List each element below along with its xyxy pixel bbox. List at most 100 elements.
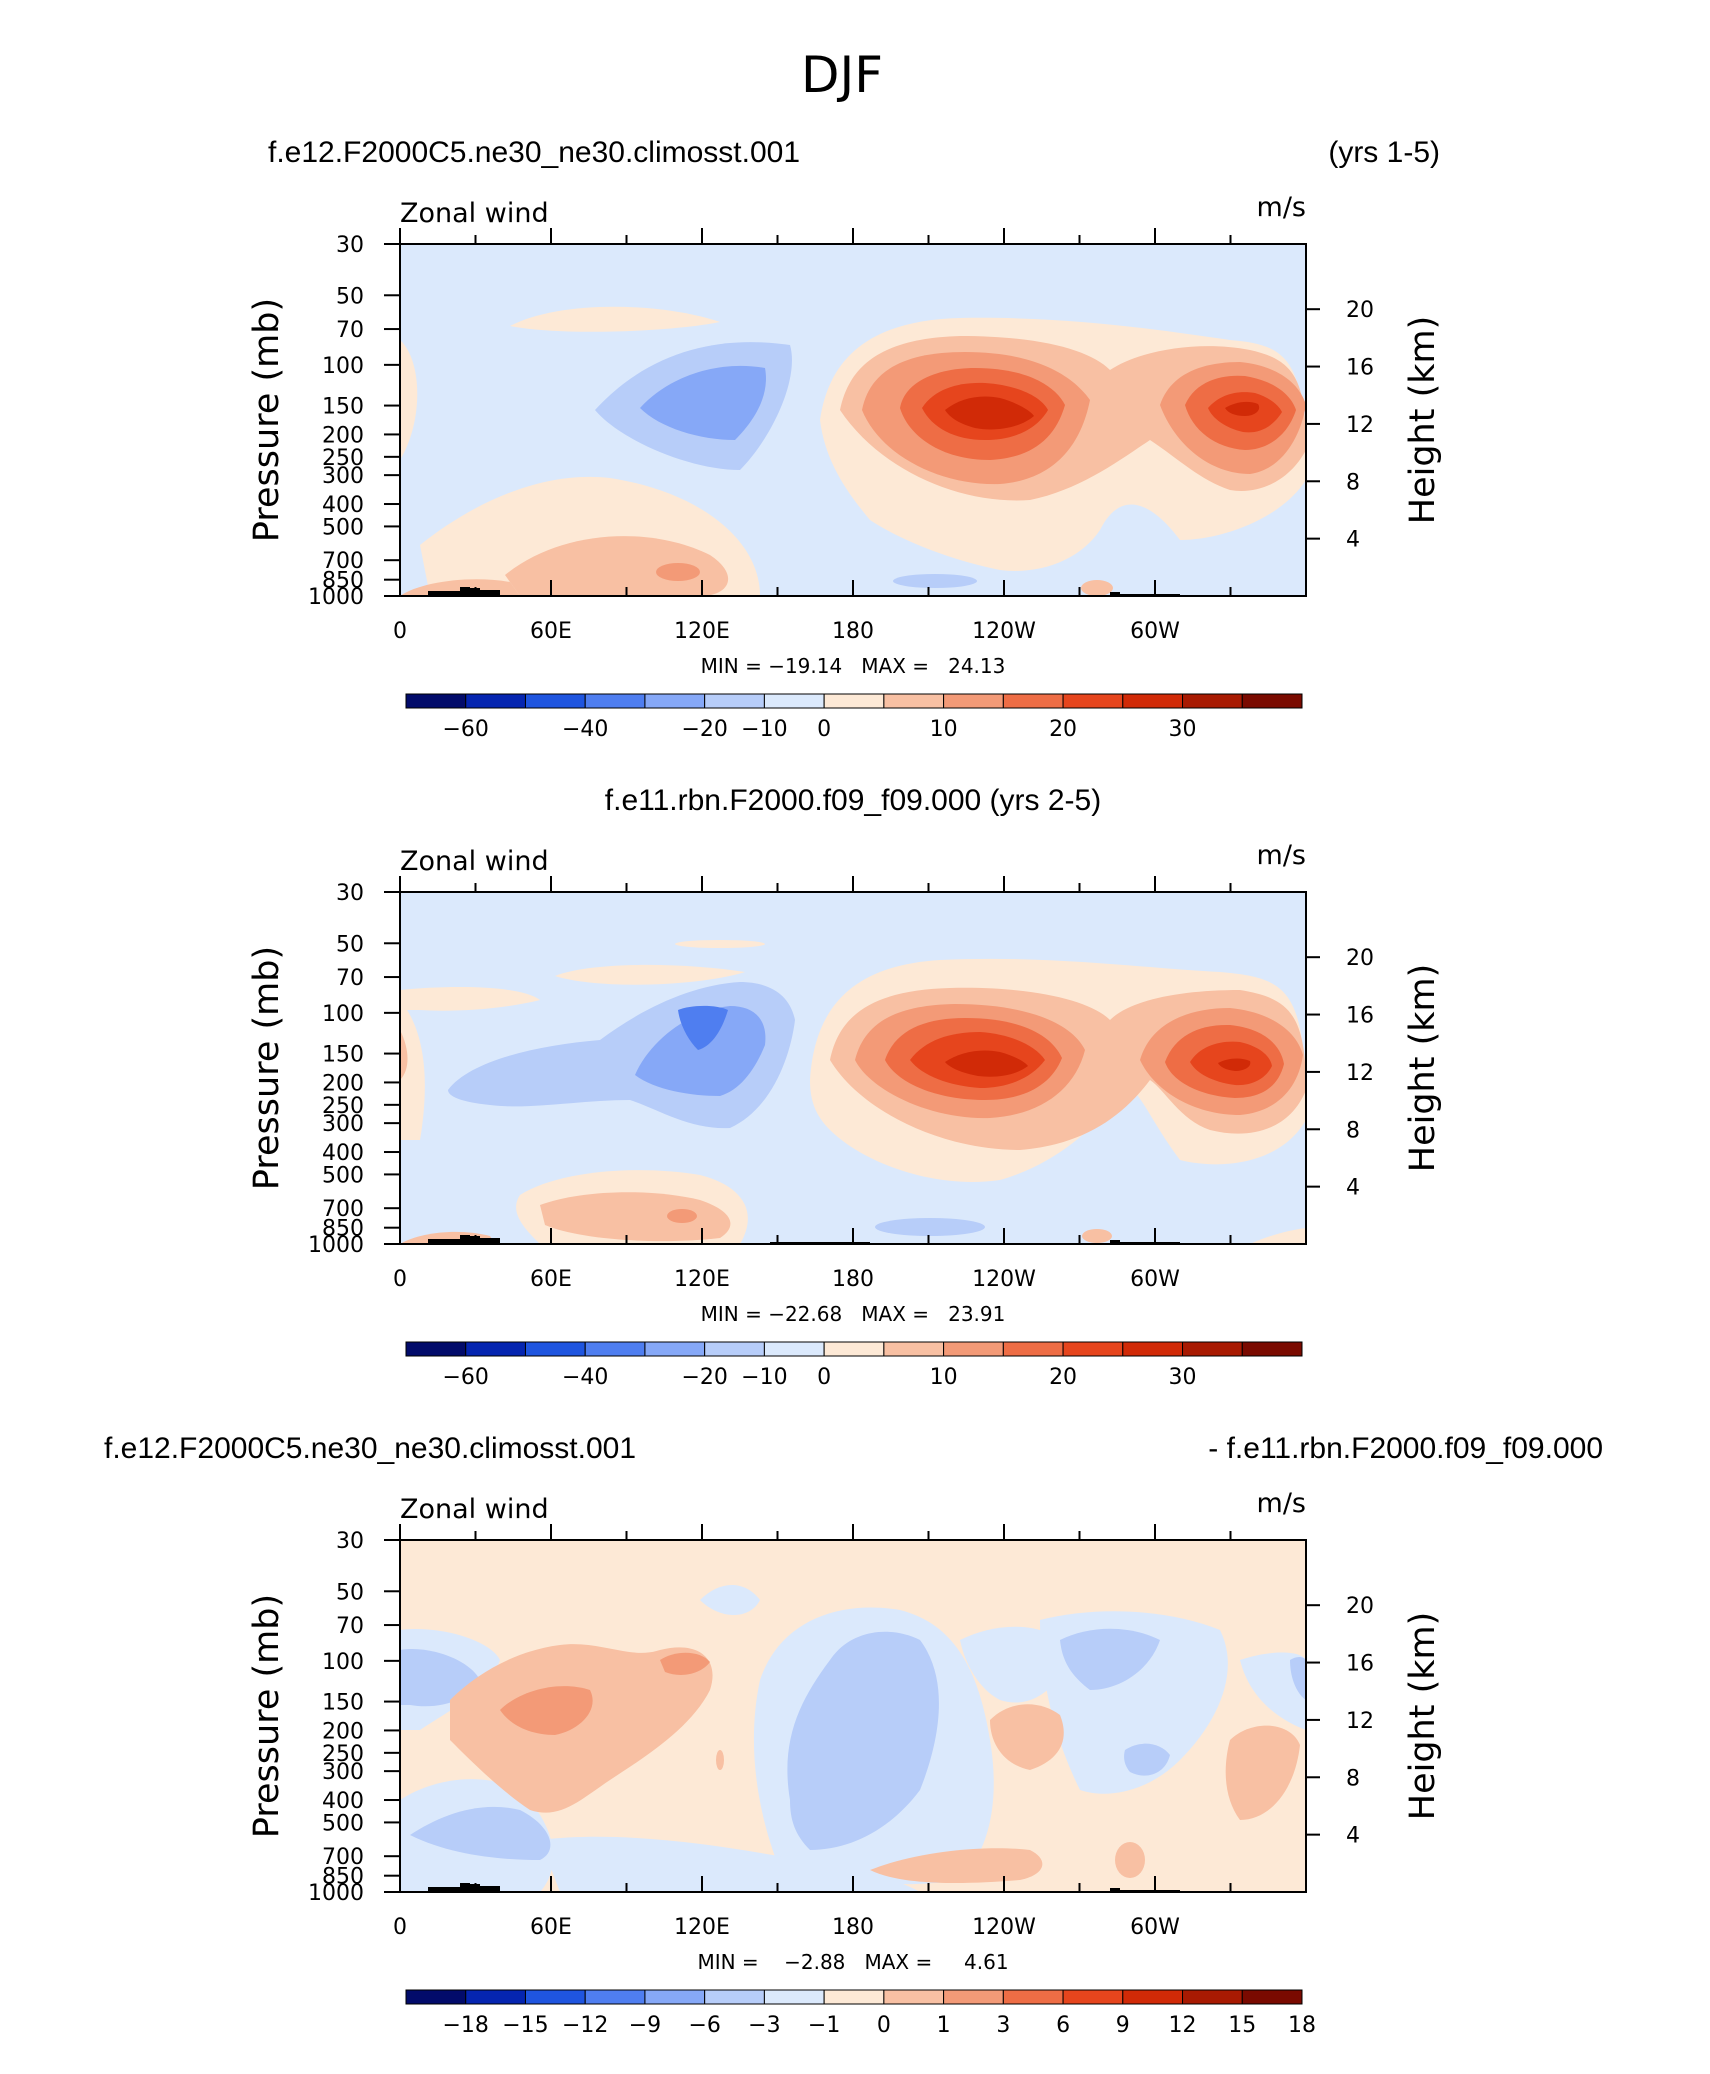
colorbar-swatch (1182, 693, 1243, 709)
colorbar-label: 30 (1169, 717, 1197, 742)
colorbar-swatch (704, 693, 765, 709)
x-tick-label: 0 (393, 1267, 407, 1292)
colorbar-swatch (405, 693, 467, 709)
colorbar-swatch (823, 1341, 885, 1357)
height-tick-label: 8 (1346, 470, 1360, 495)
y-tick-label: 500 (322, 515, 364, 540)
y-tick-label: 100 (322, 1650, 364, 1675)
y-tick-label: 30 (336, 881, 364, 906)
colorbar-label: −3 (748, 2013, 780, 2038)
y-tick-label: 1000 (308, 1881, 364, 1906)
colorbar-swatch (1241, 693, 1303, 709)
colorbar-swatch (943, 1989, 1004, 2005)
colorbar-swatch (1062, 1989, 1124, 2005)
colorbar-swatch (405, 1989, 467, 2005)
colorbar-label: −40 (562, 1365, 608, 1390)
y-tick-label: 30 (336, 1529, 364, 1554)
colorbar-swatch (1122, 693, 1184, 709)
colorbar-label: −10 (741, 717, 787, 742)
colorbar-swatch (1182, 1341, 1243, 1357)
colorbar-swatch (823, 1989, 885, 2005)
colorbar-label: −1 (808, 2013, 840, 2038)
colorbar-label: 0 (877, 2013, 891, 2038)
colorbar-label: 20 (1049, 717, 1077, 742)
colorbar-swatch (584, 693, 646, 709)
height-tick-label: 4 (1346, 1176, 1360, 1201)
panel-2-ylabel: Pressure (mb) (247, 946, 287, 1190)
colorbar-swatch (763, 693, 825, 709)
panel-2-title: f.e11.rbn.F2000.f09_f09.000 (yrs 2-5) (605, 784, 1101, 817)
x-tick-label: 180 (832, 619, 874, 644)
colorbar-label: 12 (1169, 2013, 1197, 2038)
colorbar-swatch (823, 693, 885, 709)
height-tick-label: 8 (1346, 1766, 1360, 1791)
colorbar-label: −12 (562, 2013, 608, 2038)
colorbar-swatch (584, 1341, 646, 1357)
y-tick-label: 1000 (308, 1233, 364, 1258)
x-tick-label: 60E (530, 1267, 572, 1292)
x-tick-label: 180 (832, 1267, 874, 1292)
y-tick-label: 300 (322, 1760, 364, 1785)
panel-1-stats: MIN = −19.14 MAX = 24.13 (701, 654, 1006, 678)
colorbar-swatch (1002, 1341, 1064, 1357)
colorbar-label: 18 (1288, 2013, 1316, 2038)
height-tick-label: 16 (1346, 1652, 1374, 1677)
height-tick-label: 12 (1346, 1709, 1374, 1734)
colorbar-swatch (1062, 693, 1124, 709)
height-tick-label: 12 (1346, 1061, 1374, 1086)
y-tick-label: 200 (322, 1719, 364, 1744)
colorbar-label: −15 (502, 2013, 548, 2038)
panel-1-ylabel: Pressure (mb) (247, 298, 287, 542)
y-tick-label: 700 (322, 1197, 364, 1222)
height-tick-label: 20 (1346, 298, 1374, 323)
colorbar-label: 15 (1228, 2013, 1256, 2038)
colorbar-swatch (644, 1989, 706, 2005)
panel-2: f.e11.rbn.F2000.f09_f09.000 (yrs 2-5) Zo… (247, 784, 1443, 1390)
height-tick-label: 4 (1346, 528, 1360, 553)
panel-3-units-label: m/s (1257, 1488, 1306, 1519)
colorbar-label: 3 (996, 2013, 1010, 2038)
x-tick-label: 180 (832, 1915, 874, 1940)
y-tick-label: 250 (322, 1094, 364, 1119)
panel-1-title-right: (yrs 1-5) (1328, 136, 1440, 169)
colorbar-swatch (644, 1341, 706, 1357)
panel-1-variable-label: Zonal wind (400, 198, 549, 229)
colorbar-label: −10 (741, 1365, 787, 1390)
colorbar-label: 30 (1169, 1365, 1197, 1390)
x-tick-label: 60W (1130, 619, 1180, 644)
y-tick-label: 700 (322, 1845, 364, 1870)
x-tick-label: 60W (1130, 1915, 1180, 1940)
x-tick-label: 60W (1130, 1267, 1180, 1292)
panel-1-units-label: m/s (1257, 192, 1306, 223)
height-tick-label: 20 (1346, 1594, 1374, 1619)
height-tick-label: 16 (1346, 356, 1374, 381)
y-tick-label: 1000 (308, 585, 364, 610)
colorbar-label: −60 (443, 717, 489, 742)
panel-3-stats: MIN = −2.88 MAX = 4.61 (697, 1950, 1008, 1974)
colorbar-label: 6 (1056, 2013, 1070, 2038)
x-tick-label: 0 (393, 1915, 407, 1940)
panel-1-title-left: f.e12.F2000C5.ne30_ne30.climosst.001 (268, 136, 800, 169)
y-tick-label: 300 (322, 1112, 364, 1137)
panel-3-contour-field (400, 1540, 1306, 1892)
x-tick-label: 120E (674, 1267, 730, 1292)
colorbar-swatch (763, 1341, 825, 1357)
colorbar-swatch (524, 1341, 586, 1357)
colorbar-label: −18 (443, 2013, 489, 2038)
colorbar-swatch (704, 1341, 765, 1357)
panel-3: f.e12.F2000C5.ne30_ne30.climosst.001 - f… (104, 1432, 1603, 2038)
colorbar-swatch (1062, 1341, 1124, 1357)
y-tick-label: 250 (322, 1742, 364, 1767)
panel-1: f.e12.F2000C5.ne30_ne30.climosst.001 (yr… (247, 136, 1443, 742)
colorbar-swatch (405, 1341, 467, 1357)
panel-1-contour-field (400, 244, 1306, 596)
panel-3-ylabel-right: Height (km) (1403, 1612, 1443, 1821)
y-tick-label: 50 (336, 284, 364, 309)
colorbar-swatch (704, 1989, 765, 2005)
colorbar-swatch (1182, 1989, 1243, 2005)
colorbar-label: 9 (1116, 2013, 1130, 2038)
y-tick-label: 500 (322, 1811, 364, 1836)
x-tick-label: 120E (674, 619, 730, 644)
panel-2-contour-field (400, 892, 1306, 1244)
